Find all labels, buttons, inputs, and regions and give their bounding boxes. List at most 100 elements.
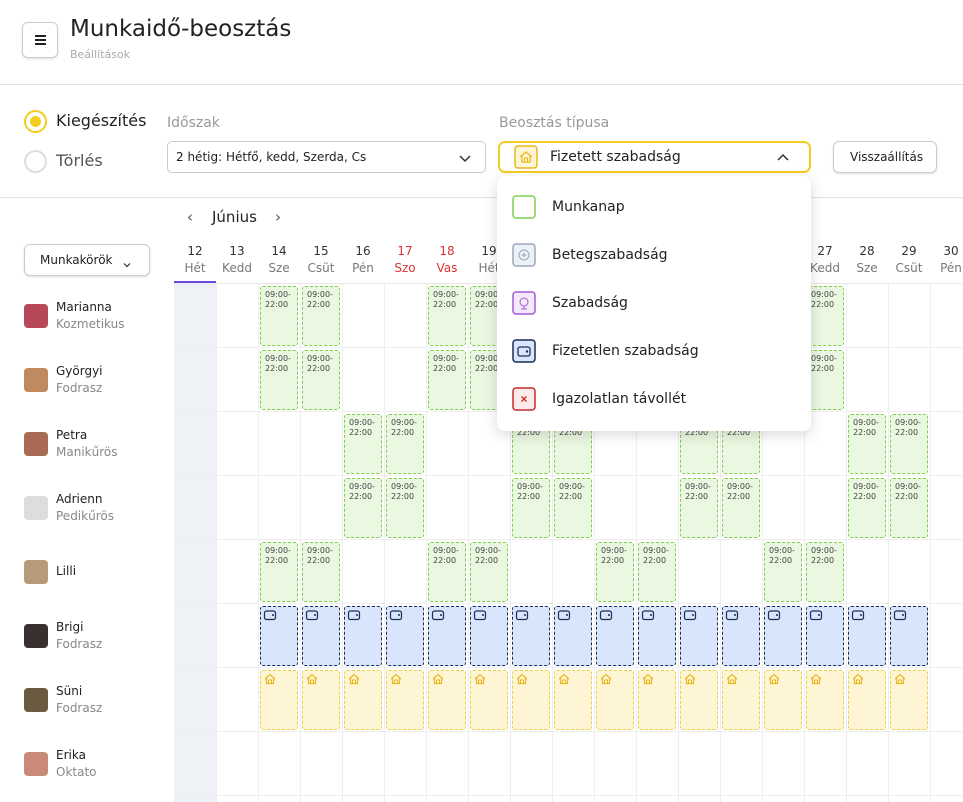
type-select[interactable]: Fizetett szabadság (498, 141, 811, 173)
filter-label: Munkakörök (40, 253, 113, 267)
card-icon (767, 672, 781, 686)
shift-card[interactable] (302, 670, 340, 730)
filter-button[interactable]: Munkakörök (24, 244, 150, 276)
shift-card[interactable] (848, 670, 886, 730)
shift-card[interactable] (722, 670, 760, 730)
shift-card[interactable] (344, 606, 382, 666)
shift-card[interactable] (890, 606, 928, 666)
shift-card[interactable] (680, 606, 718, 666)
shift-end: 22:00 (307, 300, 331, 309)
shift-card[interactable]: 09:00-22:00 (344, 414, 382, 474)
shift-card[interactable]: 09:00-22:00 (386, 414, 424, 474)
shift-card[interactable]: 09:00-22:00 (512, 478, 550, 538)
shift-start: 09:00- (391, 482, 417, 491)
shift-end: 22:00 (895, 428, 919, 437)
shift-card[interactable] (554, 606, 592, 666)
month-prev[interactable]: ‹ (187, 208, 193, 226)
card-icon (599, 608, 613, 622)
shift-card[interactable] (722, 606, 760, 666)
shift-card[interactable] (512, 670, 550, 730)
shift-card[interactable] (806, 670, 844, 730)
shift-card[interactable]: 09:00-22:00 (806, 286, 844, 346)
shift-card[interactable] (512, 606, 550, 666)
shift-card[interactable] (848, 606, 886, 666)
card-icon (893, 608, 907, 622)
dropdown-option[interactable] (497, 187, 811, 227)
shift-start: 09:00- (895, 482, 921, 491)
shift-card[interactable] (260, 670, 298, 730)
dropdown-option[interactable] (497, 283, 811, 323)
shift-card[interactable]: 09:00-22:00 (890, 414, 928, 474)
shift-card[interactable] (302, 606, 340, 666)
shift-card[interactable] (806, 606, 844, 666)
shift-card[interactable] (470, 670, 508, 730)
shift-card[interactable] (344, 670, 382, 730)
grid-line (300, 284, 301, 802)
shift-card[interactable] (638, 670, 676, 730)
shift-start: 09:00- (265, 354, 291, 363)
menu-button[interactable] (22, 22, 58, 58)
shift-card[interactable] (638, 606, 676, 666)
shift-card[interactable]: 09:00-22:00 (428, 542, 466, 602)
shift-card[interactable]: 09:00-22:00 (890, 478, 928, 538)
shift-card[interactable]: 09:00-22:00 (344, 478, 382, 538)
radio-label[interactable]: Törlés (56, 151, 103, 170)
shift-card[interactable] (260, 606, 298, 666)
shift-start: 09:00- (307, 546, 333, 555)
shift-card[interactable] (890, 670, 928, 730)
shift-card[interactable] (386, 670, 424, 730)
card-icon (809, 672, 823, 686)
shift-card[interactable]: 09:00-22:00 (806, 350, 844, 410)
shift-card[interactable]: 09:00-22:00 (764, 542, 802, 602)
radio-label[interactable]: Kiegészítés (56, 111, 147, 130)
shift-card[interactable]: 09:00-22:00 (848, 414, 886, 474)
shift-start: 09:00- (643, 546, 669, 555)
month-next[interactable]: › (275, 208, 281, 226)
shift-card[interactable]: 09:00-22:00 (260, 350, 298, 410)
day-number: 12 (187, 244, 203, 258)
day-name: Hét (184, 261, 206, 275)
shift-card[interactable] (764, 606, 802, 666)
shift-card[interactable] (386, 606, 424, 666)
card-icon (347, 672, 361, 686)
shift-card[interactable] (554, 670, 592, 730)
avatar (24, 560, 48, 584)
shift-card[interactable]: 09:00-22:00 (302, 542, 340, 602)
shift-card[interactable]: 09:00-22:00 (638, 542, 676, 602)
shift-card[interactable]: 09:00-22:00 (848, 478, 886, 538)
shift-card[interactable] (428, 606, 466, 666)
shift-card[interactable]: 09:00-22:00 (428, 350, 466, 410)
shift-start: 09:00- (685, 482, 711, 491)
shift-card[interactable]: 09:00-22:00 (260, 286, 298, 346)
shift-card[interactable]: 09:00-22:00 (302, 286, 340, 346)
page-subtitle[interactable]: Beállítások (70, 48, 131, 61)
shift-card[interactable]: 09:00-22:00 (386, 478, 424, 538)
reset-button[interactable]: Visszaállítás (833, 141, 937, 173)
shift-card[interactable]: 09:00-22:00 (806, 542, 844, 602)
shift-card[interactable]: 09:00-22:00 (302, 350, 340, 410)
shift-card[interactable] (596, 606, 634, 666)
day-number: 27 (817, 244, 833, 258)
shift-card[interactable]: 09:00-22:00 (596, 542, 634, 602)
radio[interactable] (24, 150, 47, 173)
option-label: Fizetetlen szabadság (552, 343, 699, 359)
card-icon (641, 608, 655, 622)
shift-card[interactable] (680, 670, 718, 730)
shift-card[interactable]: 09:00-22:00 (722, 478, 760, 538)
shift-card[interactable] (428, 670, 466, 730)
shift-card[interactable] (596, 670, 634, 730)
shift-card[interactable]: 09:00-22:00 (554, 478, 592, 538)
day-number: 17 (397, 244, 413, 258)
radio[interactable] (24, 110, 47, 133)
period-select[interactable]: 2 hétig: Hétfő, kedd, Szerda, Cs (167, 141, 486, 173)
shift-card[interactable] (470, 606, 508, 666)
shift-card[interactable]: 09:00-22:00 (470, 542, 508, 602)
shift-card[interactable] (764, 670, 802, 730)
page-title: Munkaidő-beosztás (70, 16, 292, 42)
shift-start: 09:00- (853, 482, 879, 491)
shift-card[interactable]: 09:00-22:00 (428, 286, 466, 346)
shift-card[interactable]: 09:00-22:00 (680, 478, 718, 538)
day-name: Vas (436, 261, 458, 275)
shift-start: 09:00- (475, 290, 501, 299)
shift-card[interactable]: 09:00-22:00 (260, 542, 298, 602)
